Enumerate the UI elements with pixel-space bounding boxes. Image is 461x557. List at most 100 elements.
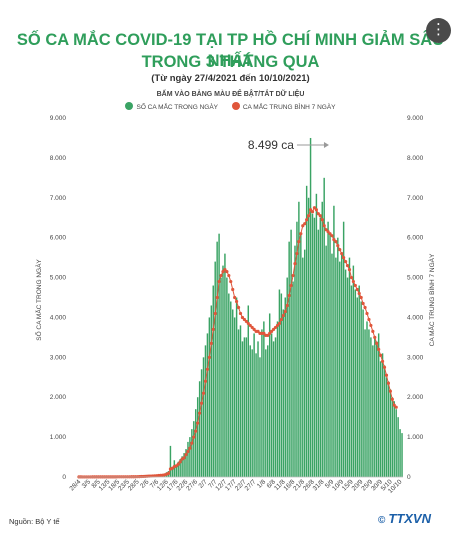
bar bbox=[381, 353, 384, 477]
bar bbox=[294, 245, 296, 477]
line-point bbox=[252, 327, 256, 332]
line-point bbox=[318, 214, 322, 218]
line-point bbox=[184, 453, 188, 457]
peak-annotation-label: 8.499 ca bbox=[248, 138, 294, 152]
bar bbox=[317, 229, 320, 477]
line-point bbox=[166, 471, 171, 476]
legend-hint: BẤM VÀO BẢNG MÀU ĐỂ BẬT/TẮT DỮ LIỆU bbox=[156, 91, 305, 98]
line-point bbox=[271, 327, 276, 332]
bar bbox=[251, 349, 253, 477]
line-point bbox=[291, 273, 295, 278]
line-point bbox=[295, 252, 299, 256]
bar bbox=[249, 345, 251, 477]
bar bbox=[210, 305, 213, 477]
bar bbox=[292, 281, 294, 477]
bar bbox=[272, 341, 275, 477]
line-point bbox=[262, 331, 266, 335]
line-point bbox=[242, 317, 246, 322]
line-point bbox=[365, 311, 369, 316]
line-point bbox=[301, 224, 305, 228]
bar bbox=[401, 433, 403, 477]
y-tick-label-left: 4.000 bbox=[50, 314, 67, 321]
line-point bbox=[270, 329, 274, 334]
bar bbox=[307, 197, 310, 477]
line-point bbox=[182, 456, 186, 460]
line-point bbox=[388, 389, 392, 393]
line-point bbox=[203, 379, 208, 383]
bar bbox=[362, 309, 364, 477]
legend-item-daily[interactable]: SỐ CA MẮC TRONG NGÀY bbox=[125, 102, 218, 111]
bar bbox=[208, 317, 211, 477]
source-note: Nguồn: Bộ Y tế bbox=[9, 517, 60, 526]
bar bbox=[342, 221, 345, 477]
more-vert-icon[interactable]: ⋮ bbox=[426, 18, 451, 43]
x-tick-label: 8/5 bbox=[90, 478, 102, 490]
agency-logo-text: TTXVN bbox=[388, 511, 431, 526]
line-point bbox=[359, 295, 363, 300]
bar bbox=[189, 437, 191, 477]
line-point bbox=[225, 269, 229, 274]
chart-title-line-1: SỐ CA MẮC COVID-19 TẠI TP HỒ CHÍ MINH GI… bbox=[16, 31, 445, 70]
line-point bbox=[283, 309, 287, 314]
bar bbox=[206, 333, 209, 477]
y-tick-label-left: 2.000 bbox=[50, 394, 67, 401]
y-axis-label-right: CA MẮC TRUNG BÌNH 7 NGÀY bbox=[427, 253, 436, 346]
line-point bbox=[199, 401, 204, 405]
line-point bbox=[361, 301, 365, 306]
y-axis-label-left: SỐ CA MẮC TRONG NGÀY bbox=[33, 259, 43, 341]
line-point bbox=[384, 373, 389, 377]
line-point bbox=[332, 238, 336, 242]
bar bbox=[282, 309, 285, 477]
bar bbox=[346, 277, 349, 477]
line-point bbox=[326, 230, 330, 234]
line-point bbox=[322, 224, 326, 228]
legend-item-average[interactable]: CA MẮC TRUNG BÌNH 7 NGÀY bbox=[231, 102, 336, 111]
y-tick-label-left: 9.000 bbox=[50, 115, 67, 122]
bar bbox=[231, 309, 234, 477]
bar bbox=[376, 341, 378, 477]
line-point bbox=[320, 218, 324, 222]
bar bbox=[196, 397, 199, 477]
y-tick-label-right: 8.000 bbox=[407, 155, 424, 162]
line-point bbox=[297, 240, 301, 244]
line-point bbox=[194, 429, 198, 433]
line-point bbox=[307, 214, 311, 218]
chart-subtitle: (Từ ngày 27/4/2021 đến 10/10/2021) bbox=[151, 73, 310, 84]
bar bbox=[319, 217, 322, 477]
bar bbox=[313, 217, 316, 477]
y-tick-label-right: 2.000 bbox=[407, 394, 424, 401]
chart-title-line-2: TRONG 3 THÁNG QUA bbox=[141, 53, 320, 71]
line-point bbox=[248, 323, 252, 328]
line-point bbox=[334, 240, 338, 244]
bar bbox=[183, 453, 185, 477]
line-point bbox=[236, 305, 241, 310]
bar bbox=[325, 245, 327, 477]
bar bbox=[379, 361, 382, 477]
bar bbox=[286, 277, 288, 477]
bar bbox=[195, 409, 197, 477]
legend-swatch-daily bbox=[125, 102, 134, 110]
y-tick-label-right: 4.000 bbox=[407, 314, 424, 321]
bar bbox=[245, 337, 248, 477]
line-point bbox=[186, 449, 190, 454]
bar bbox=[255, 353, 257, 477]
bar bbox=[169, 445, 172, 477]
bar bbox=[235, 297, 238, 477]
x-tick-label: 7/6 bbox=[149, 478, 161, 490]
bar bbox=[344, 269, 347, 477]
bar bbox=[202, 357, 205, 477]
legend-label-average: CA MẮC TRUNG BÌNH 7 NGÀY bbox=[242, 104, 336, 111]
bar bbox=[212, 285, 214, 477]
y-tick-label-right: 0 bbox=[407, 474, 411, 481]
line-point bbox=[340, 252, 344, 256]
legend-label-daily: SỐ CA MẮC TRONG NGÀY bbox=[136, 104, 218, 111]
line-point bbox=[176, 462, 180, 466]
bar bbox=[243, 337, 246, 477]
bar bbox=[364, 329, 366, 477]
line-point bbox=[353, 283, 357, 288]
bar bbox=[268, 313, 271, 477]
line-point bbox=[192, 435, 196, 439]
bar bbox=[340, 253, 343, 477]
line-point bbox=[338, 248, 342, 252]
